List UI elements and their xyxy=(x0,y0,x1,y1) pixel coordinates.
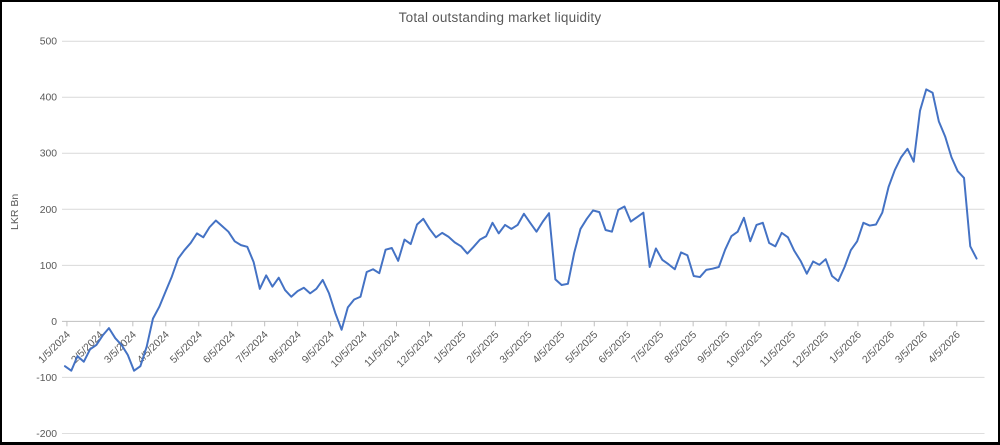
x-tick-label: 7/5/2025 xyxy=(630,329,666,365)
y-tick-label: -200 xyxy=(36,429,57,440)
y-tick-label: 0 xyxy=(51,317,57,328)
x-tick-label: 12/5/2025 xyxy=(791,329,832,370)
x-tick-label: 1/5/2026 xyxy=(828,329,864,365)
y-tick-label: 500 xyxy=(40,37,58,48)
y-tick-label: 200 xyxy=(40,205,58,216)
x-tick-label: 7/5/2024 xyxy=(234,329,270,365)
x-tick-label: 1/5/2024 xyxy=(37,329,73,365)
x-tick-label: 6/5/2024 xyxy=(201,329,237,365)
gridlines-group xyxy=(61,40,985,434)
series-line xyxy=(63,88,978,372)
x-tick-label: 8/5/2025 xyxy=(663,329,699,365)
x-tick-label: 4/5/2024 xyxy=(136,329,172,365)
y-tick-label: -100 xyxy=(36,373,57,384)
x-tick-label: 4/5/2025 xyxy=(531,329,567,365)
x-axis-group: 1/5/20242/5/20243/5/20244/5/20245/5/2024… xyxy=(37,321,963,370)
chart-title: Total outstanding market liquidity xyxy=(398,10,602,25)
y-tick-label: 100 xyxy=(40,261,58,272)
x-tick-label: 2/5/2026 xyxy=(861,329,897,365)
x-tick-label: 3/5/2025 xyxy=(498,329,534,365)
x-tick-label: 8/5/2024 xyxy=(267,329,303,365)
x-tick-label: 1/5/2025 xyxy=(432,329,468,365)
x-tick-label: 3/5/2024 xyxy=(103,329,139,365)
x-tick-label: 5/5/2024 xyxy=(168,329,204,365)
y-tick-label: 400 xyxy=(40,93,58,104)
y-axis-labels-group: 500 400 300 200 100 0 -100 -200 xyxy=(36,37,57,440)
x-tick-label: 5/5/2025 xyxy=(564,329,600,365)
x-tick-label: 6/5/2025 xyxy=(597,329,633,365)
x-tick-label: 4/5/2026 xyxy=(927,329,963,365)
series-group xyxy=(63,88,978,372)
x-tick-label: 2/5/2025 xyxy=(465,329,501,365)
x-tick-label: 12/5/2024 xyxy=(395,329,436,370)
x-tick-label: 3/5/2026 xyxy=(894,329,930,365)
y-tick-label: 300 xyxy=(40,149,58,160)
